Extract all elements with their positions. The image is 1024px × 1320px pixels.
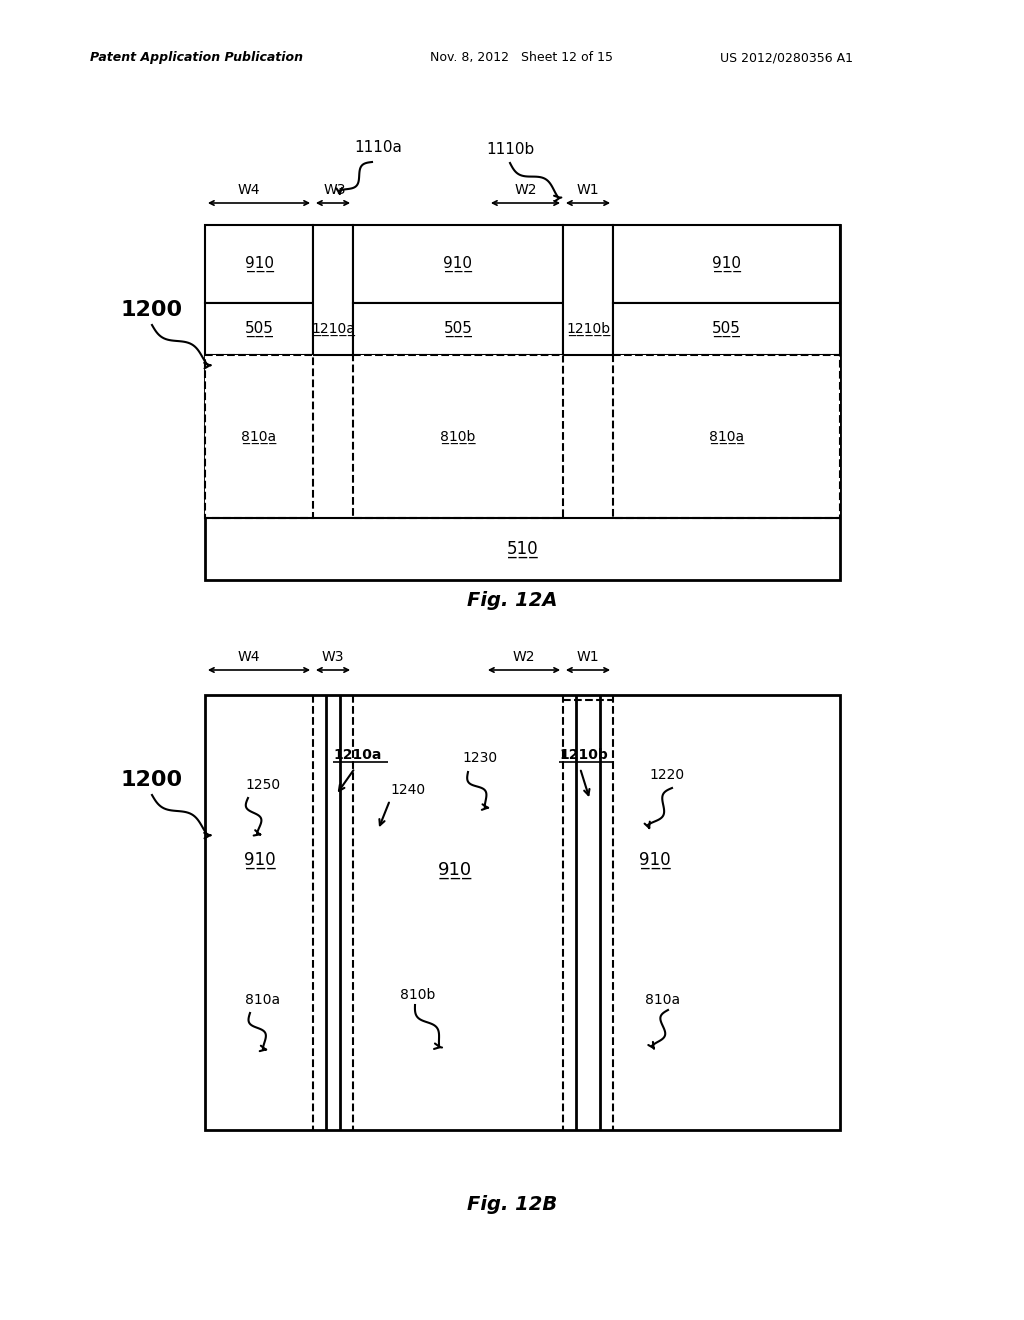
Bar [205, 696, 840, 1130]
Bar [613, 355, 840, 517]
Text: 1200: 1200 [121, 300, 183, 319]
Text: 9̲1̲0̲: 9̲1̲0̲ [438, 861, 472, 879]
Text: 1240: 1240 [390, 783, 425, 797]
Text: 8̲1̲0̲b̲: 8̲1̲0̲b̲ [440, 429, 476, 444]
Text: 1̲2̲1̲0̲a̲: 1̲2̲1̲0̲a̲ [311, 322, 355, 337]
Text: 1210a: 1210a [334, 748, 382, 762]
Text: 9̲1̲0̲: 9̲1̲0̲ [244, 851, 275, 869]
Text: W2: W2 [513, 649, 536, 664]
Bar [563, 224, 613, 355]
Text: 9̲1̲0̲: 9̲1̲0̲ [245, 256, 273, 272]
Text: 8̲1̲0̲a̲: 8̲1̲0̲a̲ [242, 429, 276, 444]
Text: 9̲1̲0̲: 9̲1̲0̲ [443, 256, 472, 272]
Bar [313, 224, 353, 355]
Text: 1̲2̲1̲0̲b̲: 1̲2̲1̲0̲b̲ [566, 322, 610, 337]
Text: W1: W1 [577, 649, 599, 664]
Text: 1220: 1220 [650, 768, 685, 781]
Text: W3: W3 [322, 649, 344, 664]
Text: W4: W4 [238, 649, 260, 664]
Text: 810a: 810a [645, 993, 680, 1007]
Text: 810a: 810a [245, 993, 281, 1007]
Text: Patent Application Publication: Patent Application Publication [90, 51, 303, 65]
Text: W3: W3 [324, 183, 346, 197]
Text: 810b: 810b [400, 987, 435, 1002]
Bar [353, 304, 563, 355]
Text: Nov. 8, 2012   Sheet 12 of 15: Nov. 8, 2012 Sheet 12 of 15 [430, 51, 613, 65]
Text: 1250: 1250 [245, 777, 281, 792]
Text: Fig. 12A: Fig. 12A [467, 590, 557, 610]
Text: W1: W1 [577, 183, 599, 197]
Text: Fig. 12B: Fig. 12B [467, 1196, 557, 1214]
Text: 5̲1̲0̲: 5̲1̲0̲ [507, 540, 539, 558]
Text: 1110a: 1110a [354, 140, 402, 156]
Text: 1110b: 1110b [485, 143, 535, 157]
Text: 1210b: 1210b [560, 748, 608, 762]
Text: US 2012/0280356 A1: US 2012/0280356 A1 [720, 51, 853, 65]
Text: 5̲0̲5̲: 5̲0̲5̲ [245, 321, 273, 337]
Bar [613, 224, 840, 304]
Text: W2: W2 [514, 183, 537, 197]
Text: 9̲1̲0̲: 9̲1̲0̲ [712, 256, 741, 272]
Text: 5̲0̲5̲: 5̲0̲5̲ [712, 321, 741, 337]
Bar [205, 304, 313, 355]
Bar [205, 224, 313, 304]
Text: 1230: 1230 [462, 751, 497, 766]
Text: 9̲1̲0̲: 9̲1̲0̲ [639, 851, 671, 869]
Bar [205, 355, 313, 517]
Bar [353, 355, 563, 517]
Text: 1200: 1200 [121, 770, 183, 789]
Bar [205, 224, 840, 579]
Bar [613, 304, 840, 355]
Text: 8̲1̲0̲a̲: 8̲1̲0̲a̲ [709, 429, 744, 444]
Bar [353, 224, 563, 304]
Text: 5̲0̲5̲: 5̲0̲5̲ [443, 321, 472, 337]
Text: W4: W4 [238, 183, 260, 197]
